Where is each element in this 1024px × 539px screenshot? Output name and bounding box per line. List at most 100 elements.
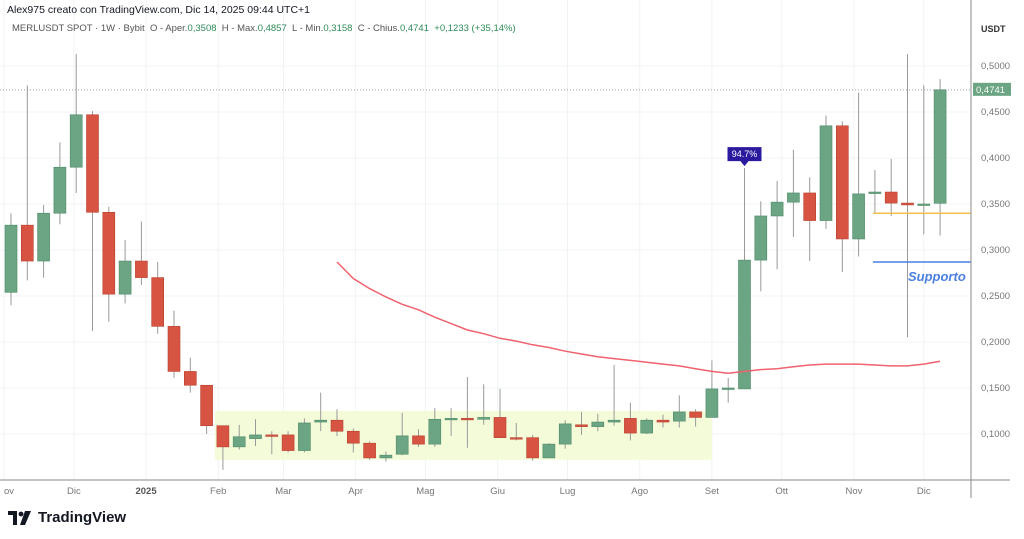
percent-badge-text: 94.7% xyxy=(732,149,758,159)
time-tick-label: Nov xyxy=(845,486,862,497)
price-tick-label: 0,5000 xyxy=(981,61,1010,72)
symbol-info: MERLUSDT SPOT · 1W · Bybit xyxy=(12,23,145,34)
candle-body xyxy=(314,419,328,423)
candle xyxy=(20,85,34,281)
candle-body xyxy=(933,89,947,204)
time-tick-label: Lug xyxy=(560,486,576,497)
candle xyxy=(281,431,295,453)
high-label: H - Max. xyxy=(221,23,258,34)
candle-body xyxy=(884,191,898,204)
candle xyxy=(917,85,931,235)
candle xyxy=(363,441,376,460)
candle-body xyxy=(526,437,539,459)
candle xyxy=(330,409,344,436)
candle xyxy=(705,360,719,418)
price-tick-label: 0,3500 xyxy=(981,199,1010,210)
candle xyxy=(86,111,99,331)
candle xyxy=(526,434,539,461)
candle xyxy=(575,411,588,435)
candle xyxy=(4,213,18,306)
candle-body xyxy=(216,425,230,448)
percent-badge xyxy=(727,147,762,167)
candle-body xyxy=(575,424,588,427)
candle-body xyxy=(607,419,621,423)
candle xyxy=(509,422,523,441)
candle-body xyxy=(705,388,719,418)
low-label: L - Min. xyxy=(292,23,324,34)
candle xyxy=(412,429,425,447)
candle xyxy=(754,201,768,292)
candle xyxy=(265,431,279,455)
candle xyxy=(135,221,148,285)
candle-body xyxy=(542,443,556,459)
candle-body xyxy=(4,224,18,293)
close-value: 0,4741 xyxy=(399,23,429,34)
logo-text: TradingView xyxy=(38,509,127,526)
candle-body xyxy=(901,202,914,206)
candle-body xyxy=(265,434,279,437)
candle-body xyxy=(868,191,882,194)
price-tick-label: 0,1500 xyxy=(981,383,1010,394)
price-tick-label: 0,3000 xyxy=(981,245,1010,256)
candle-body xyxy=(640,419,654,434)
time-tick-label: Set xyxy=(705,486,720,497)
time-tick-label: 2025 xyxy=(135,486,157,497)
candle-body xyxy=(53,166,67,214)
tradingview-logo[interactable]: TradingView xyxy=(8,509,126,526)
candle xyxy=(167,310,181,378)
candle xyxy=(933,79,947,236)
candle xyxy=(672,395,686,428)
open-value: 0,3508 xyxy=(187,23,217,34)
candle xyxy=(216,425,230,470)
time-tick-label: Dic xyxy=(917,486,931,497)
candle xyxy=(493,388,507,438)
candle xyxy=(298,418,311,453)
candle-body xyxy=(493,417,507,438)
candle xyxy=(151,261,164,334)
candle xyxy=(200,384,213,434)
candle xyxy=(428,408,442,447)
candle-body xyxy=(167,326,181,372)
time-tick-label: Feb xyxy=(210,486,226,497)
currency-label: USDT xyxy=(981,24,1006,34)
high-value: 0,4857 xyxy=(257,23,287,34)
candle-body xyxy=(379,454,393,459)
candle xyxy=(249,419,262,446)
candle-body xyxy=(363,442,376,459)
candle-body xyxy=(591,421,605,427)
candle-body xyxy=(184,371,197,386)
candle xyxy=(884,158,898,216)
candle xyxy=(184,357,197,393)
price-tick-label: 0,2500 xyxy=(981,291,1010,302)
candle xyxy=(395,412,409,456)
candle-body xyxy=(738,259,751,390)
candle xyxy=(624,402,637,441)
candle-body xyxy=(86,114,99,213)
candle xyxy=(69,54,83,193)
candle-body xyxy=(461,418,474,421)
candle-body xyxy=(917,203,931,206)
price-tick-label: 0,1000 xyxy=(981,429,1010,440)
time-axis[interactable]: ov Dic 2025 Feb Mar Apr Mag Giu Lug Ago Set Ott Nov D… xyxy=(4,486,931,497)
candle-body xyxy=(656,419,670,423)
candle xyxy=(656,414,670,428)
candle-body xyxy=(754,215,768,261)
candle-body xyxy=(37,212,50,262)
candle-body xyxy=(395,435,409,455)
candle xyxy=(803,177,817,262)
candle xyxy=(607,365,621,426)
candle-body xyxy=(118,260,132,295)
candle xyxy=(835,121,849,273)
time-tick-label: ov xyxy=(4,486,14,497)
candle xyxy=(232,424,246,450)
candle-body xyxy=(412,435,425,445)
candle xyxy=(738,168,751,390)
candle xyxy=(721,377,735,403)
candle xyxy=(477,384,491,425)
candle-body xyxy=(135,260,148,278)
chart-credit: Alex975 creato con TradingView.com, Dic … xyxy=(7,4,311,16)
price-axis[interactable]: 0,1000 0,1500 0,2000 0,2500 0,3000 0,3500 0,40… xyxy=(973,61,1011,440)
candle-body xyxy=(20,224,34,262)
candle xyxy=(558,420,572,449)
